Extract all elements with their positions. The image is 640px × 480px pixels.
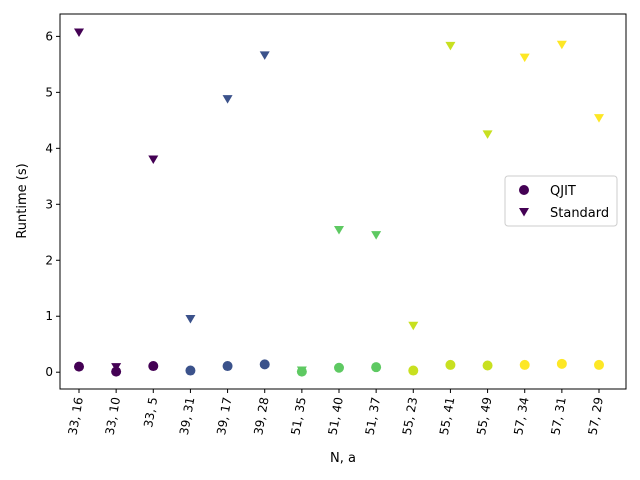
qjit-point [222, 361, 233, 372]
y-axis: 0 1 2 3 4 5 6 [45, 29, 60, 379]
standard-point [185, 315, 196, 324]
x-tick-label: 57, 34 [511, 396, 531, 436]
x-axis-label: N, a [330, 451, 356, 466]
standard-point [445, 41, 456, 51]
qjit-point [594, 359, 604, 370]
qjit-point [408, 365, 419, 376]
standard-point [519, 53, 530, 63]
legend-qjit-label: QJIT [550, 184, 576, 199]
legend-qjit-marker [519, 185, 529, 195]
plot-area-frame [59, 13, 627, 390]
data-marks [74, 28, 604, 377]
y-tick-label: 4 [45, 141, 53, 155]
x-tick-label: 57, 29 [586, 396, 606, 436]
y-tick-label: 6 [45, 29, 53, 43]
y-axis-label: Runtime (s) [15, 163, 30, 238]
qjit-point [148, 361, 159, 372]
x-axis: 33, 16 33, 10 33, 5 39, 31 39, 17 39, 28 51, 3… [66, 389, 606, 436]
qjit-point [259, 359, 270, 370]
y-tick-label: 0 [45, 365, 53, 379]
y-tick-label: 1 [45, 309, 53, 323]
qjit-point [371, 362, 382, 373]
x-tick-label: 39, 28 [251, 396, 271, 436]
y-tick-label: 2 [45, 253, 53, 267]
standard-point [482, 130, 493, 139]
standard-point [594, 114, 604, 123]
x-tick-label: 33, 10 [103, 396, 123, 436]
legend-box [504, 175, 618, 227]
y-tick-label: 5 [45, 85, 53, 99]
qjit-point [334, 362, 344, 373]
standard-point [556, 40, 567, 50]
qjit-point [445, 359, 456, 370]
legend: QJIT Standard [504, 175, 618, 227]
standard-point [334, 226, 344, 235]
standard-point [222, 95, 233, 104]
qjit-point [185, 365, 196, 376]
legend-standard-marker [519, 208, 529, 217]
standard-point [296, 366, 307, 376]
standard-point [74, 28, 84, 37]
x-tick-label: 55, 23 [400, 396, 420, 436]
x-tick-label: 55, 41 [437, 396, 457, 436]
legend-standard-label: Standard [550, 206, 609, 221]
standard-point [111, 363, 122, 372]
x-tick-label: 57, 31 [548, 396, 568, 436]
x-tick-label: 51, 37 [363, 396, 383, 436]
y-tick-label: 3 [45, 197, 53, 211]
standard-point [371, 231, 382, 240]
qjit-point [519, 359, 530, 370]
x-tick-label: 51, 40 [326, 396, 346, 436]
x-tick-label: 33, 5 [141, 396, 160, 429]
x-tick-label: 33, 16 [66, 396, 86, 436]
qjit-point [482, 360, 493, 371]
standard-point [148, 155, 159, 165]
x-tick-label: 51, 35 [288, 396, 308, 436]
standard-point [259, 51, 270, 60]
x-tick-label: 55, 49 [474, 396, 494, 436]
qjit-point [556, 358, 567, 369]
x-tick-label: 39, 31 [177, 396, 197, 436]
standard-point [408, 321, 419, 331]
x-tick-label: 39, 17 [214, 396, 234, 436]
qjit-point [74, 361, 84, 372]
